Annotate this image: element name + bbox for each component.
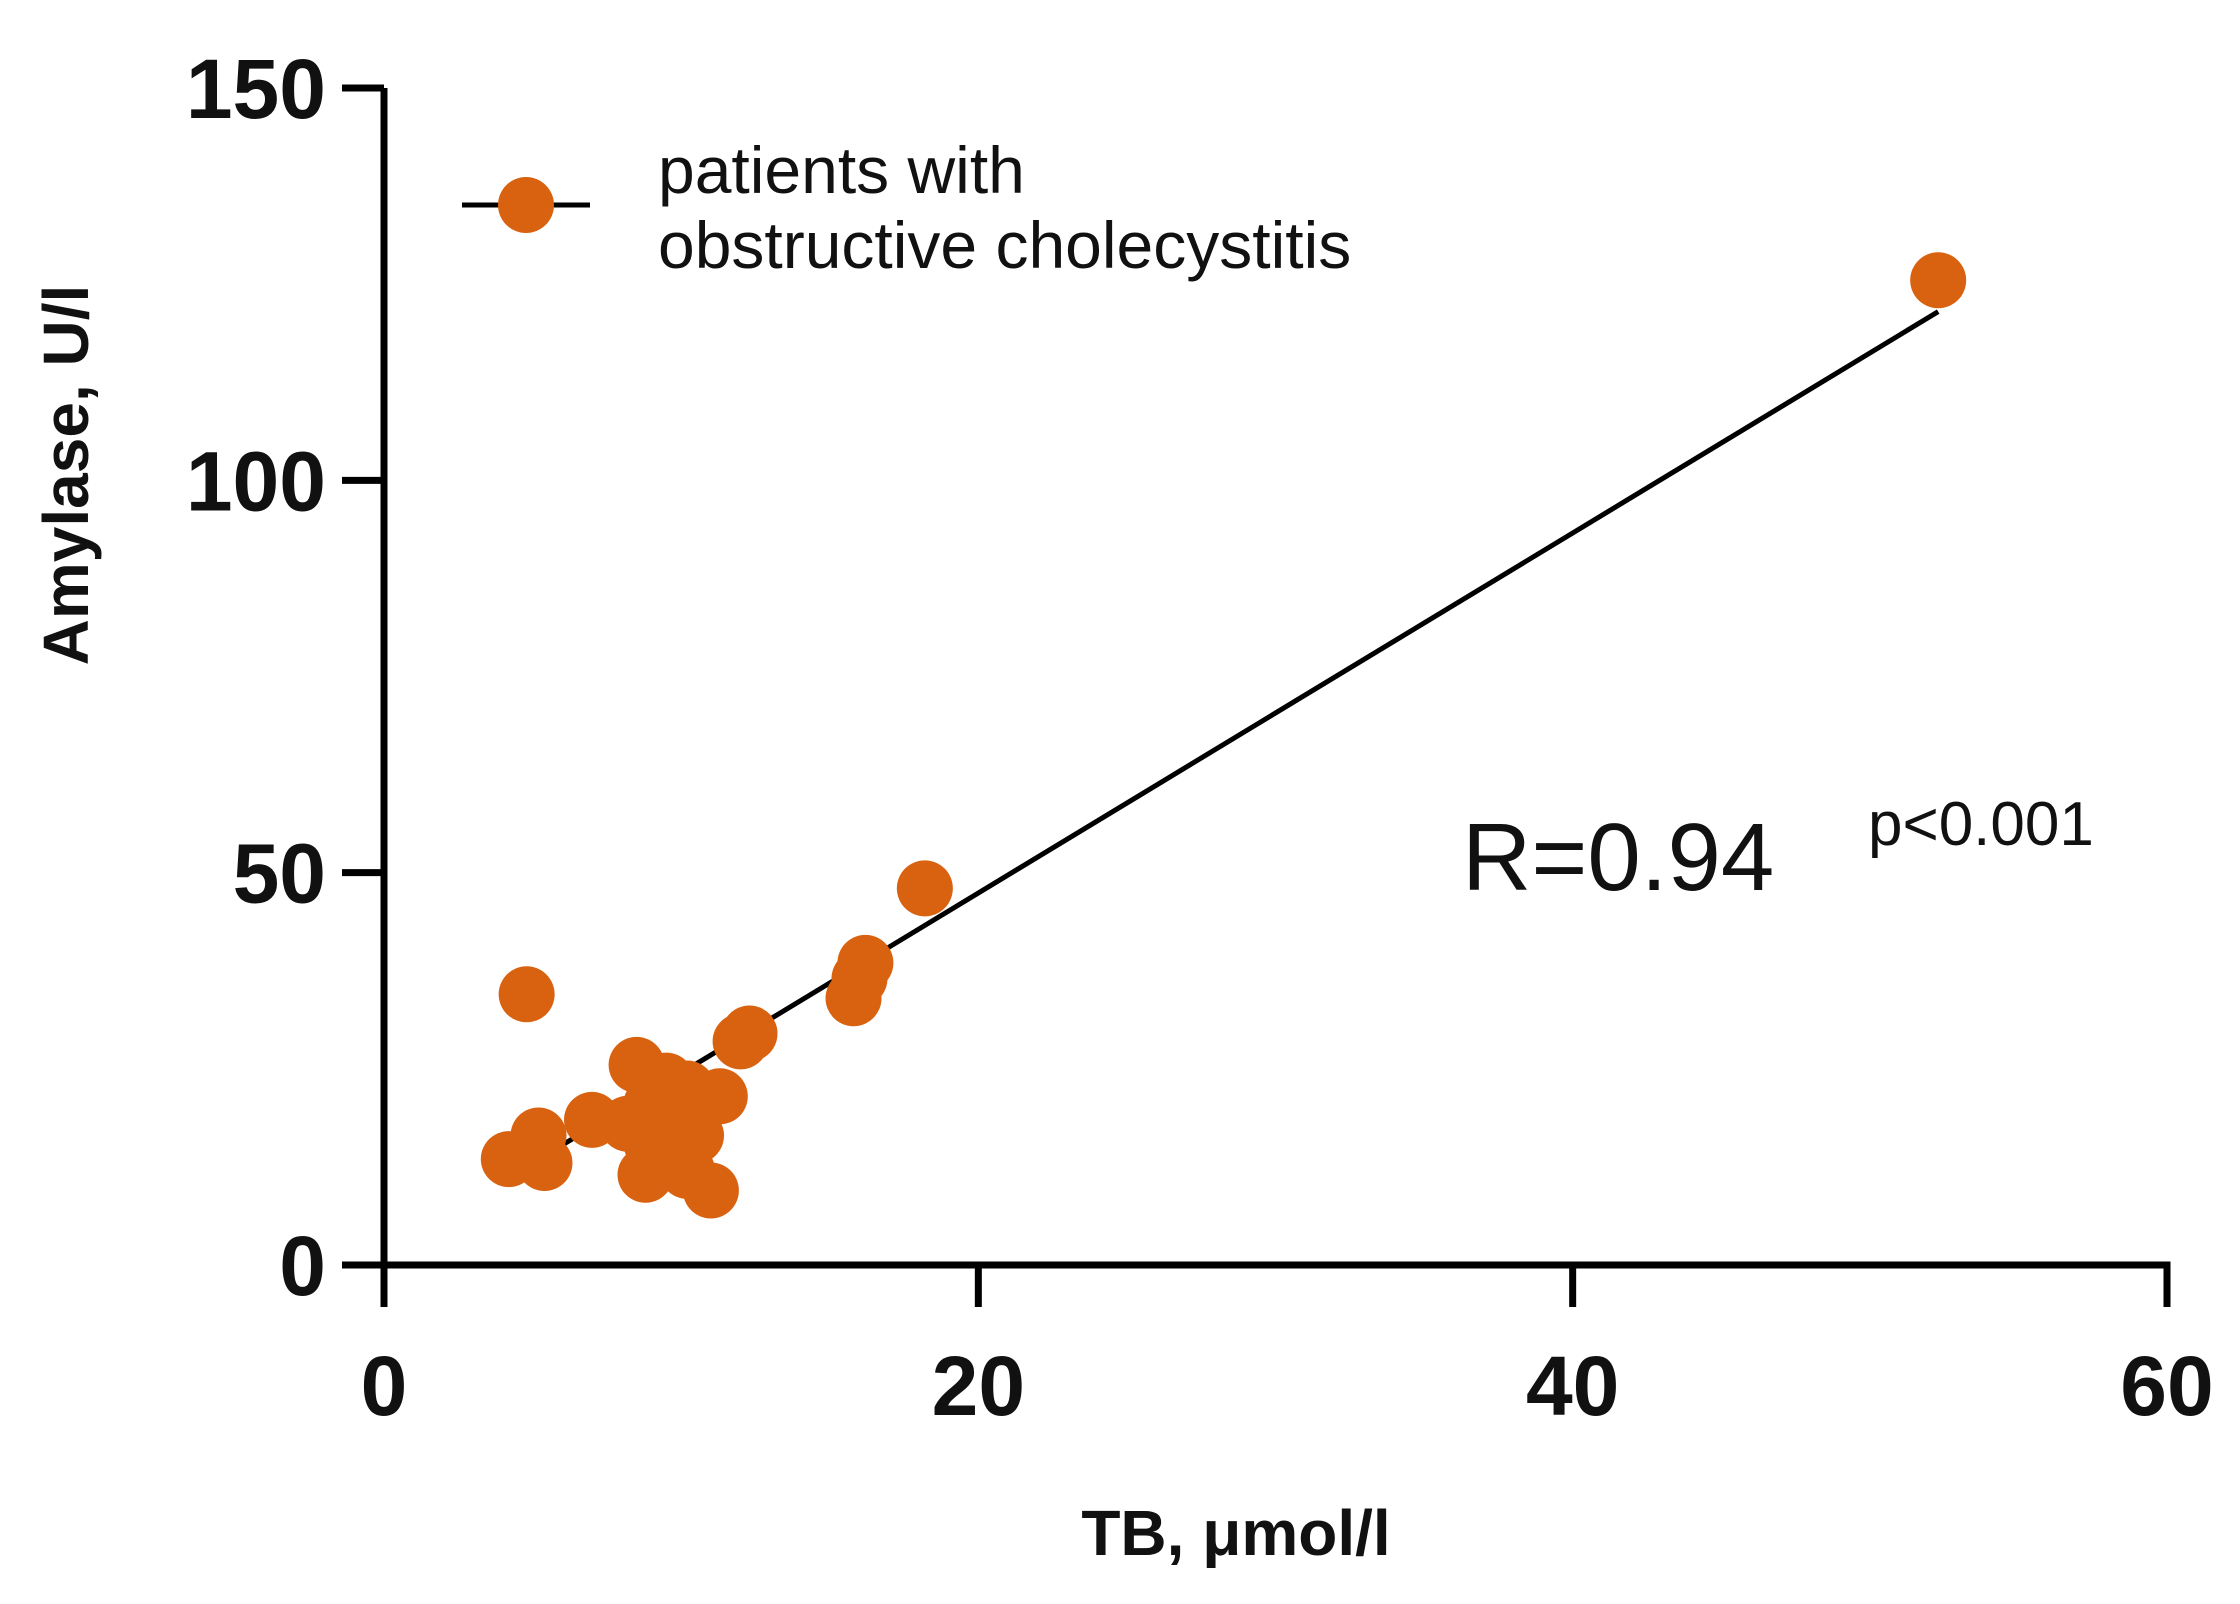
y-tick-label: 50 bbox=[233, 827, 326, 921]
data-point bbox=[825, 970, 882, 1027]
x-tick-label: 20 bbox=[932, 1339, 1025, 1433]
y-tick-label: 100 bbox=[186, 434, 326, 528]
legend-label-line1: patients with bbox=[658, 133, 1025, 207]
data-point bbox=[617, 1146, 674, 1203]
x-tick-label: 0 bbox=[361, 1339, 408, 1433]
legend-label-line2: obstructive cholecystitis bbox=[658, 208, 1351, 282]
data-point bbox=[896, 860, 953, 917]
legend: patients with obstructive cholecystitis bbox=[462, 133, 1351, 282]
points-layer bbox=[480, 252, 1967, 1219]
data-point bbox=[1910, 252, 1967, 309]
x-tick-label: 60 bbox=[2120, 1339, 2213, 1433]
data-point bbox=[682, 1162, 739, 1219]
y-axis-title: Amylase, U/l bbox=[30, 285, 102, 666]
data-point bbox=[712, 1013, 769, 1070]
y-tick-label: 0 bbox=[279, 1219, 326, 1313]
data-point bbox=[498, 966, 555, 1023]
data-point bbox=[516, 1134, 573, 1191]
legend-marker bbox=[498, 177, 554, 233]
correlation-annotation: R=0.94 p<0.001 bbox=[1462, 790, 2094, 911]
x-axis-title: TB, μmol/l bbox=[1081, 1497, 1390, 1569]
correlation-r-value: R=0.94 bbox=[1462, 804, 1774, 911]
p-value-superscript: p<0.001 bbox=[1868, 790, 2094, 859]
y-tick-label: 150 bbox=[186, 42, 326, 136]
axes-layer: 0 20 40 60 0 50 100 150 bbox=[186, 42, 2214, 1433]
x-tick-label: 40 bbox=[1526, 1339, 1619, 1433]
